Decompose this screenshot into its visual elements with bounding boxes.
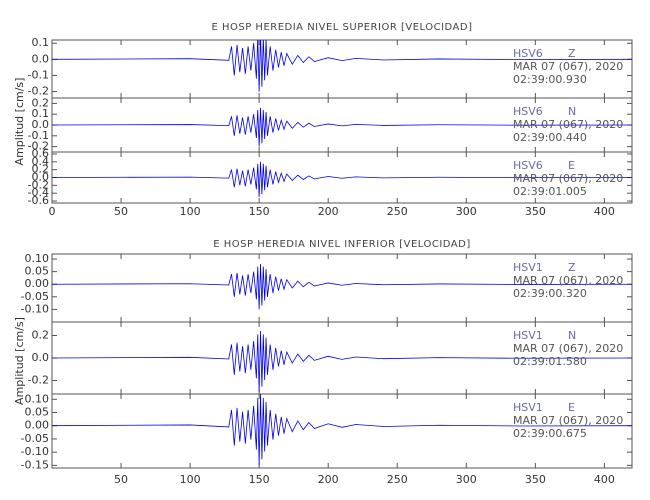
station-label: HSV1	[513, 329, 543, 342]
time-label: 02:39:00.440	[513, 131, 587, 144]
date-label: MAR 07 (067), 2020	[513, 414, 623, 427]
y-tick-label: -0.1	[28, 68, 49, 81]
date-label: MAR 07 (067), 2020	[513, 274, 623, 287]
y-tick-label: -0.2	[28, 374, 49, 387]
waveform	[52, 40, 632, 92]
y-tick-label: 0.0	[32, 118, 50, 131]
y-tick-label: -0.10	[21, 445, 49, 458]
x-tick-label: 300	[456, 473, 477, 486]
y-tick-label: 0.4	[32, 155, 50, 168]
x-tick-label: 250	[387, 205, 408, 218]
y-tick-label: 0.0	[32, 171, 50, 184]
date-label: MAR 07 (067), 2020	[513, 172, 623, 185]
date-label: MAR 07 (067), 2020	[513, 60, 623, 73]
station-label: HSV1	[513, 401, 543, 414]
time-label: 02:39:01.580	[513, 355, 587, 368]
time-label: 02:39:01.005	[513, 185, 587, 198]
y-tick-label: 0.10	[25, 392, 50, 405]
y-tick-label: -0.2	[28, 140, 49, 153]
y-tick-label: 0.2	[32, 96, 50, 109]
x-tick-label: 50	[114, 473, 128, 486]
time-label: 02:39:00.930	[513, 73, 587, 86]
component-label: E	[568, 159, 575, 172]
component-label: Z	[568, 47, 576, 60]
x-tick-label: 50	[114, 205, 128, 218]
waveform	[52, 330, 632, 392]
component-label: N	[568, 329, 576, 342]
y-tick-label: -0.05	[21, 290, 49, 303]
x-tick-label: 350	[525, 205, 546, 218]
waveform	[52, 161, 632, 198]
y-tick-label: 0.0	[32, 351, 50, 364]
time-label: 02:39:00.320	[513, 287, 587, 300]
time-label: 02:39:00.675	[513, 427, 587, 440]
x-tick-label: 100	[180, 473, 201, 486]
y-tick-label: 0.2	[32, 329, 50, 342]
station-label: HSV6	[513, 105, 543, 118]
x-tick-label: 300	[456, 205, 477, 218]
y-tick-label: 0.05	[25, 406, 50, 419]
y-tick-label: -0.2	[28, 85, 49, 98]
component-label: Z	[568, 261, 576, 274]
waveform	[52, 394, 632, 466]
chart-title: E HOSP HEREDIA NIVEL SUPERIOR [VELOCIDAD…	[211, 22, 472, 33]
y-tick-label: 0.10	[25, 252, 50, 265]
date-label: MAR 07 (067), 2020	[513, 118, 623, 131]
y-tick-label: 0.1	[32, 36, 50, 49]
y-tick-label: -0.1	[28, 129, 49, 142]
x-tick-label: 0	[49, 205, 56, 218]
y-tick-label: 0.2	[32, 163, 50, 176]
x-tick-label: 150	[249, 473, 270, 486]
y-tick-label: -0.10	[21, 302, 49, 315]
panel-frame	[51, 393, 633, 469]
y-tick-label: 0.05	[25, 265, 50, 278]
y-tick-label: -0.4	[28, 186, 49, 199]
x-tick-label: 400	[594, 205, 615, 218]
x-tick-label: 400	[594, 473, 615, 486]
y-tick-label: -0.2	[28, 178, 49, 191]
y-tick-label: -0.6	[28, 194, 49, 207]
x-tick-label: 350	[525, 473, 546, 486]
component-label: N	[568, 105, 576, 118]
station-label: HSV1	[513, 261, 543, 274]
date-label: MAR 07 (067), 2020	[513, 342, 623, 355]
x-tick-label: 200	[318, 205, 339, 218]
y-axis-label: Amplitud [cm/s]	[13, 78, 26, 166]
y-tick-label: 0.00	[25, 277, 50, 290]
waveform	[52, 264, 632, 310]
y-tick-label: 0.00	[25, 419, 50, 432]
y-tick-label: 0.1	[32, 107, 50, 120]
component-label: E	[568, 401, 575, 414]
x-tick-label: 100	[180, 205, 201, 218]
y-tick-label: -0.05	[21, 432, 49, 445]
station-label: HSV6	[513, 159, 543, 172]
station-label: HSV6	[513, 47, 543, 60]
y-tick-label: 0.0	[32, 52, 50, 65]
y-axis-label: Amplitud [cm/s]	[13, 317, 26, 405]
chart-title: E HOSP HEREDIA NIVEL INFERIOR [VELOCIDAD…	[213, 239, 471, 250]
waveform	[52, 107, 632, 147]
x-tick-label: 150	[249, 205, 270, 218]
y-tick-label: 0.6	[32, 147, 50, 160]
y-tick-label: -0.15	[21, 458, 49, 471]
x-tick-label: 250	[387, 473, 408, 486]
x-tick-label: 200	[318, 473, 339, 486]
